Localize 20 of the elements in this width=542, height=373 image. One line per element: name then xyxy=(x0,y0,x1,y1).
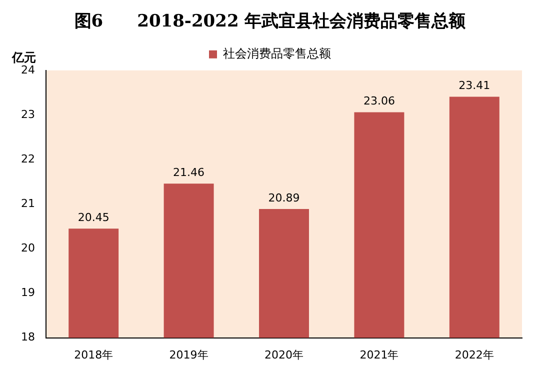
data-label: 21.46 xyxy=(173,166,205,179)
x-tick-label: 2022年 xyxy=(454,348,494,362)
legend-label: 社会消费品零售总额 xyxy=(223,46,331,61)
data-label: 23.41 xyxy=(458,79,490,92)
y-tick-label: 19 xyxy=(20,286,35,300)
x-tick-label: 2019年 xyxy=(169,348,208,362)
data-label: 23.06 xyxy=(363,94,395,108)
y-tick-label: 23 xyxy=(20,108,35,121)
x-tick-label: 2021年 xyxy=(360,348,399,362)
y-tick-label: 24 xyxy=(20,63,35,76)
data-label: 20.89 xyxy=(268,191,300,204)
y-tick-label: 21 xyxy=(20,196,35,210)
x-tick-label: 2018年 xyxy=(74,348,114,362)
y-axis-title: 亿元 xyxy=(10,50,36,65)
y-tick-label: 22 xyxy=(20,152,35,166)
data-label: 20.45 xyxy=(78,210,110,224)
y-tick-label: 18 xyxy=(20,330,35,344)
chart-title: 图6 2018-2022 年武宜县社会消费品零售总额 xyxy=(74,12,467,32)
y-tick-label: 20 xyxy=(20,242,35,255)
x-tick-label: 2020年 xyxy=(264,348,304,362)
